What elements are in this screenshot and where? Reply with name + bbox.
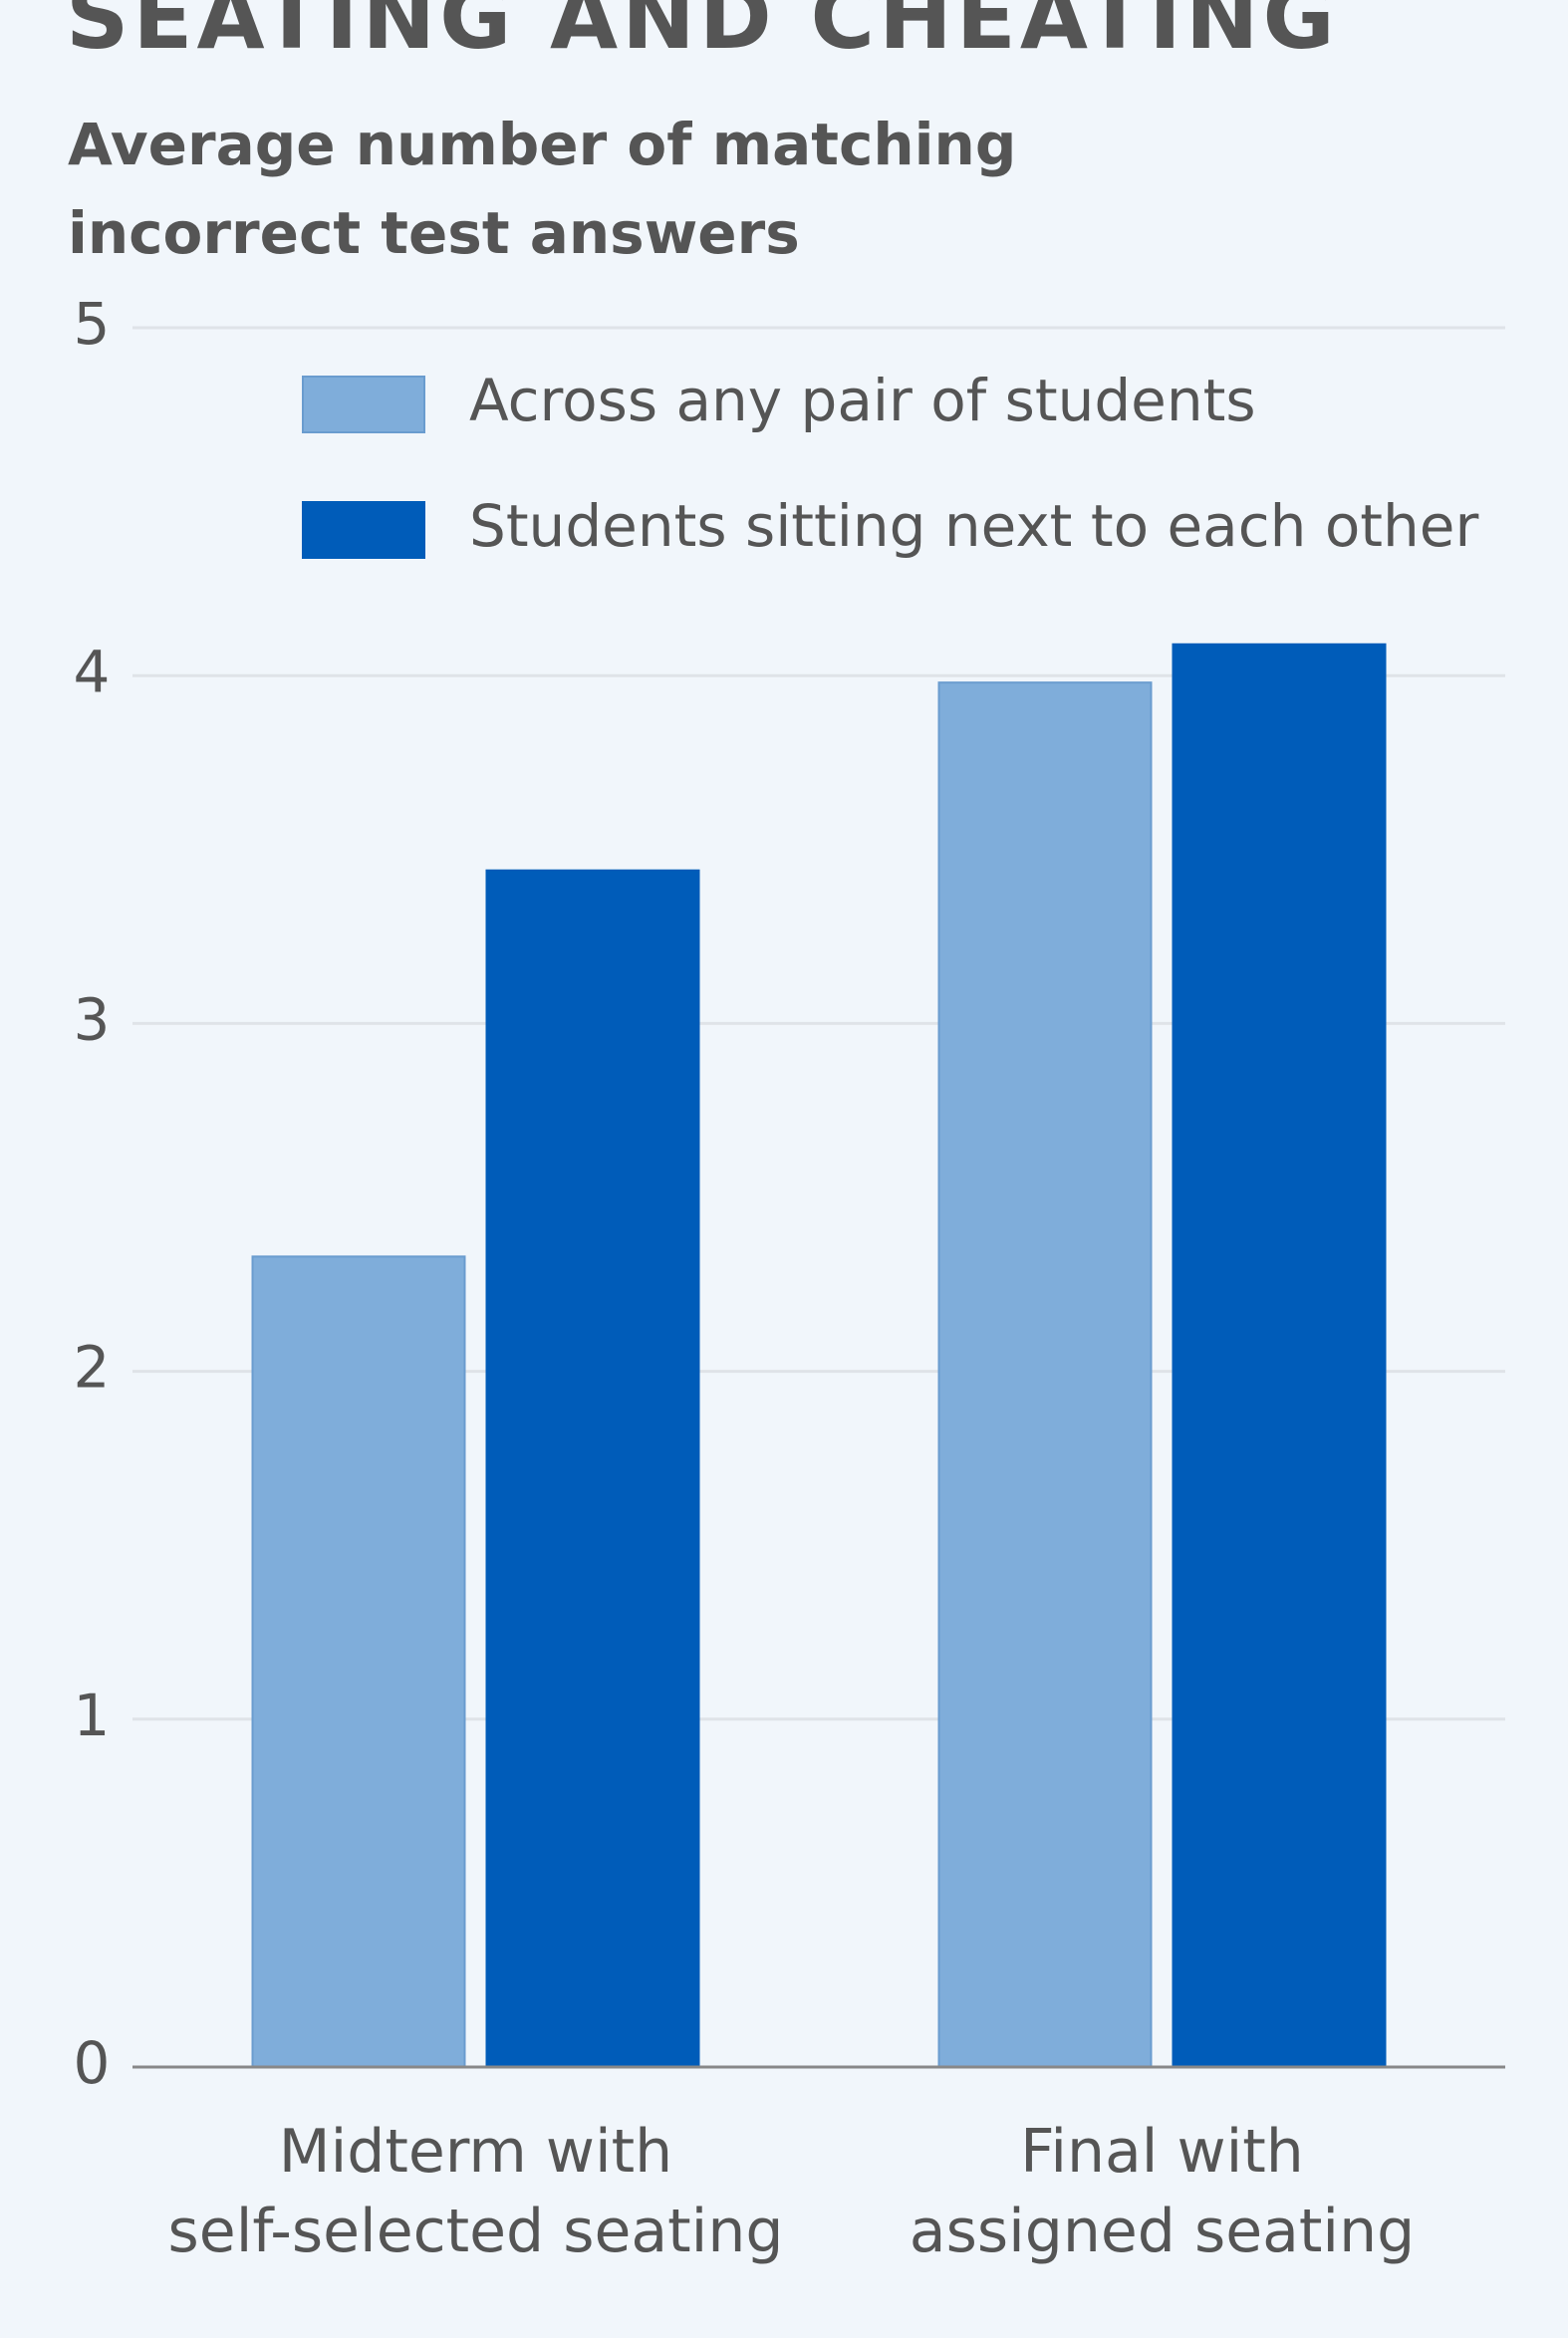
- bar: [937, 681, 1153, 2069]
- x-tick-label: self-selected seating: [168, 2197, 784, 2266]
- y-axis-title: incorrect test answers: [68, 199, 800, 267]
- y-tick-label: 2: [74, 1334, 111, 1402]
- legend-label: Students sitting next to each other: [469, 492, 1478, 560]
- legend-label: Across any pair of students: [469, 367, 1256, 434]
- bar: [485, 869, 700, 2069]
- x-tick-label: Final with: [1020, 2117, 1304, 2187]
- y-tick-label: 5: [74, 290, 111, 358]
- y-tick-label: 3: [74, 986, 111, 1054]
- y-tick-label: 0: [74, 2029, 111, 2097]
- bar: [251, 1255, 466, 2068]
- y-tick-label: 4: [74, 638, 111, 705]
- chart-title: SEATING AND CHEATING: [66, 0, 1339, 69]
- x-tick-label: assigned seating: [910, 2197, 1415, 2266]
- legend-swatch: [302, 501, 425, 559]
- legend-swatch: [302, 376, 425, 433]
- x-tick-label: Midterm with: [279, 2117, 672, 2187]
- y-axis-title: Average number of matching: [68, 111, 1016, 178]
- bar: [1172, 643, 1387, 2068]
- y-tick-label: 1: [74, 1682, 111, 1749]
